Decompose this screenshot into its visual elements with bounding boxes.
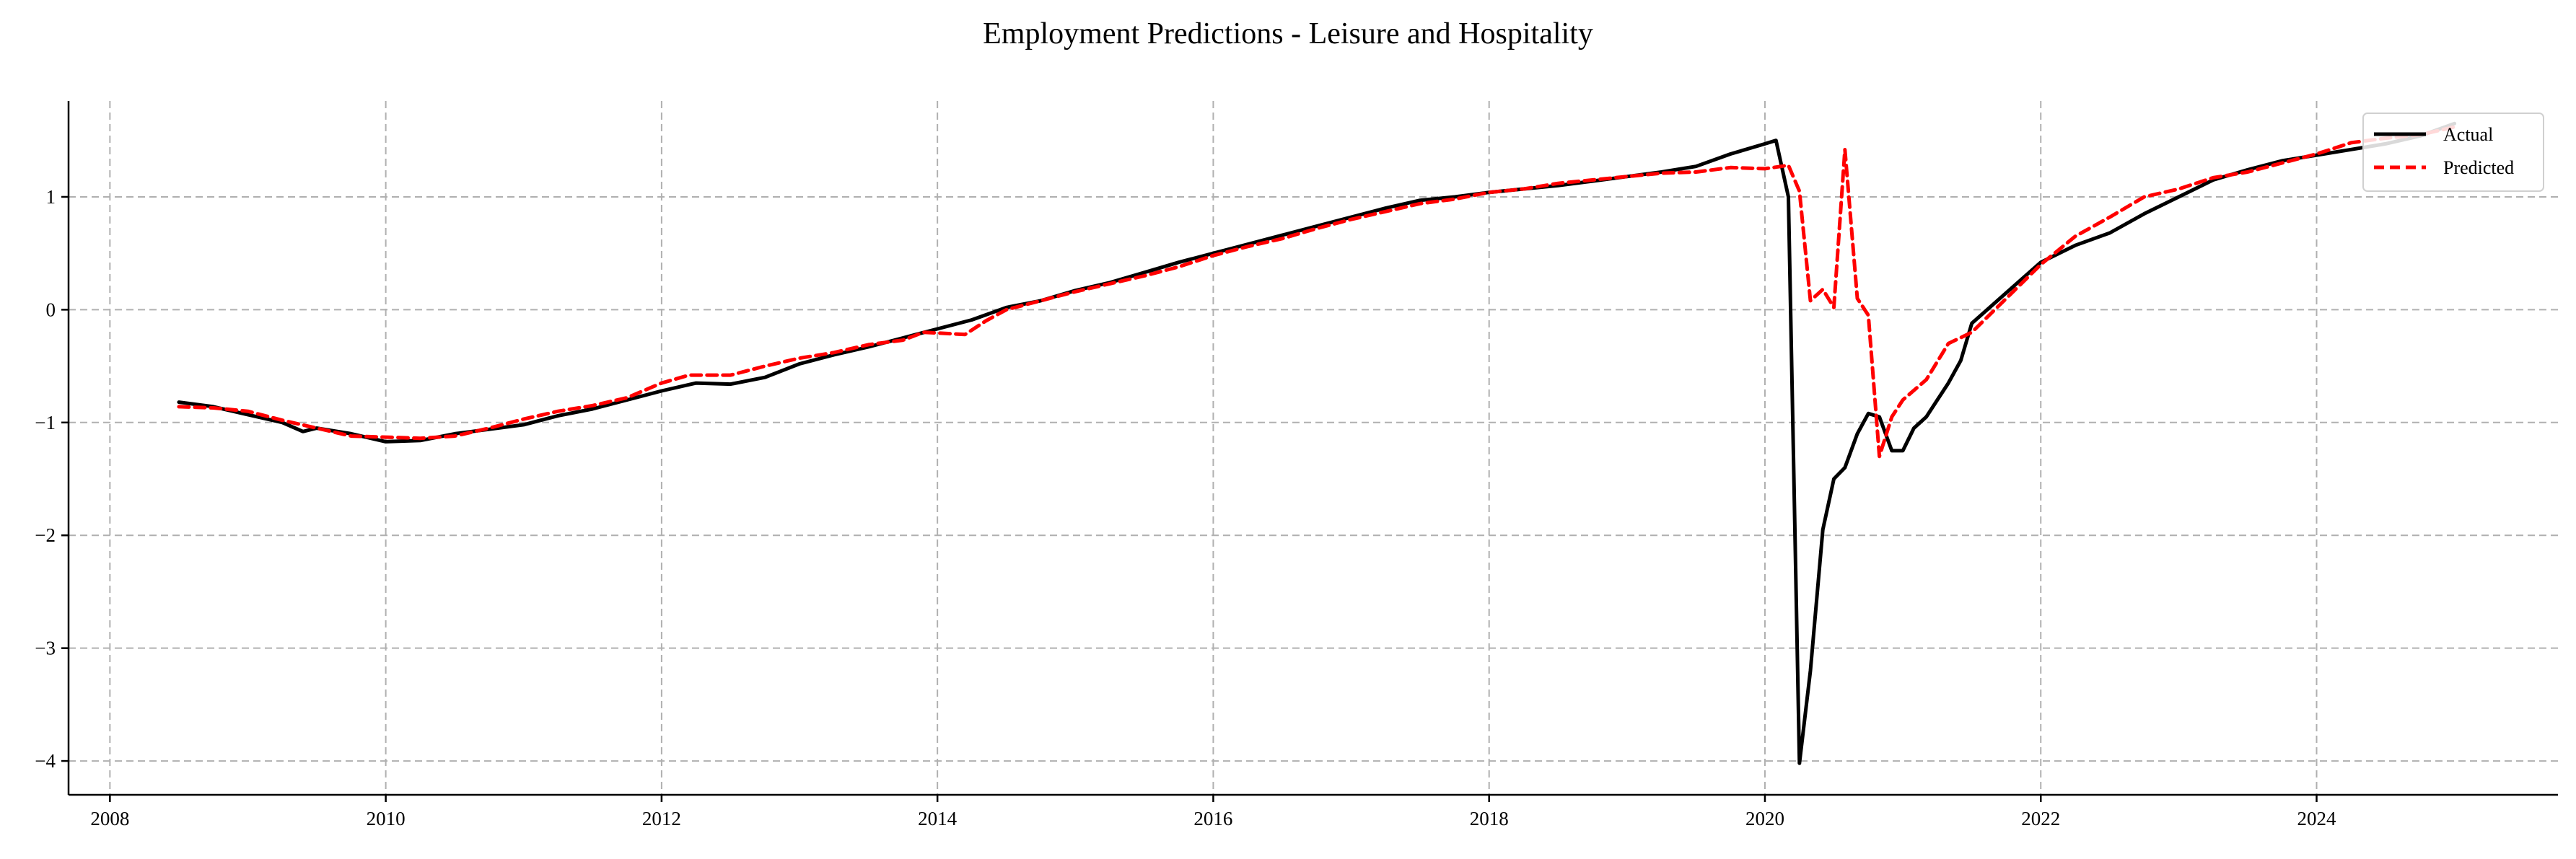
legend-label-predicted: Predicted [2443, 157, 2514, 178]
y-tick-label: 1 [46, 186, 56, 208]
legend: Actual Predicted [2362, 113, 2544, 192]
y-tick-label: −4 [35, 750, 56, 772]
grid [69, 101, 2558, 795]
x-tick-label: 2020 [1745, 808, 1784, 829]
y-tick-label: −3 [35, 638, 56, 659]
x-tick-label: 2016 [1193, 808, 1232, 829]
x-tick-label: 2024 [2297, 808, 2337, 829]
x-tick-label: 2010 [367, 808, 406, 829]
legend-label-actual: Actual [2443, 124, 2493, 145]
x-tick-label: 2018 [1470, 808, 1509, 829]
series-line-predicted [177, 125, 2457, 459]
x-tick-label: 2012 [642, 808, 681, 829]
axis-ticks: 2008 2010 2012 2014 2016 2018 2020 2022 2024 1 0 −1… [35, 186, 2336, 829]
y-tick-label: −2 [35, 524, 56, 546]
chart-title: Employment Predictions - Leisure and Hos… [983, 17, 1593, 50]
x-tick-label: 2008 [90, 808, 129, 829]
y-tick-label: 0 [46, 299, 56, 320]
x-tick-label: 2022 [2021, 808, 2060, 829]
x-tick-label: 2014 [918, 808, 958, 829]
series-lines [177, 121, 2457, 765]
y-tick-label: −1 [35, 412, 56, 433]
